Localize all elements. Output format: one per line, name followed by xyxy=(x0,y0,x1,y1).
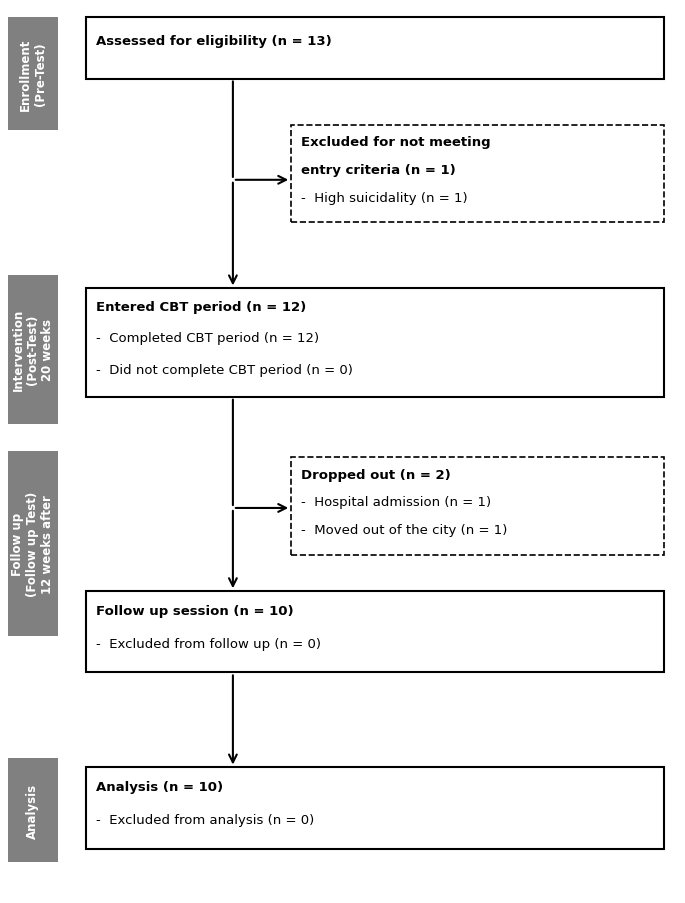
Text: Entered CBT period (n = 12): Entered CBT period (n = 12) xyxy=(96,301,306,313)
Text: -  Excluded from follow up (n = 0): - Excluded from follow up (n = 0) xyxy=(96,638,321,650)
Text: Excluded for not meeting: Excluded for not meeting xyxy=(301,136,491,149)
Text: Follow up
(Follow up Test)
12 weeks after: Follow up (Follow up Test) 12 weeks afte… xyxy=(12,491,54,597)
Text: -  Excluded from analysis (n = 0): - Excluded from analysis (n = 0) xyxy=(96,814,314,826)
Text: Assessed for eligibility (n = 13): Assessed for eligibility (n = 13) xyxy=(96,35,332,48)
Bar xyxy=(86,18,664,79)
Bar xyxy=(8,18,58,131)
Text: Analysis (n = 10): Analysis (n = 10) xyxy=(96,780,223,793)
Text: -  Did not complete CBT period (n = 0): - Did not complete CBT period (n = 0) xyxy=(96,363,353,377)
Bar xyxy=(86,289,664,397)
Bar xyxy=(291,458,664,555)
Bar xyxy=(86,768,664,849)
Text: Follow up session (n = 10): Follow up session (n = 10) xyxy=(96,604,294,617)
Bar xyxy=(86,591,664,673)
Text: -  Completed CBT period (n = 12): - Completed CBT period (n = 12) xyxy=(96,332,319,345)
Text: -  High suicidality (n = 1): - High suicidality (n = 1) xyxy=(301,191,468,204)
Text: -  Moved out of the city (n = 1): - Moved out of the city (n = 1) xyxy=(301,524,508,536)
Text: Dropped out (n = 2): Dropped out (n = 2) xyxy=(301,469,451,481)
Text: entry criteria (n = 1): entry criteria (n = 1) xyxy=(301,163,456,177)
Text: Enrollment
(Pre-Test): Enrollment (Pre-Test) xyxy=(19,38,47,111)
Text: Intervention
(Post-Test)
20 weeks: Intervention (Post-Test) 20 weeks xyxy=(12,309,54,391)
Text: -  Hospital admission (n = 1): - Hospital admission (n = 1) xyxy=(301,496,492,509)
Bar xyxy=(8,759,58,862)
Bar xyxy=(8,452,58,637)
Text: Analysis: Analysis xyxy=(27,783,39,838)
Bar xyxy=(8,275,58,424)
Bar xyxy=(291,126,664,223)
